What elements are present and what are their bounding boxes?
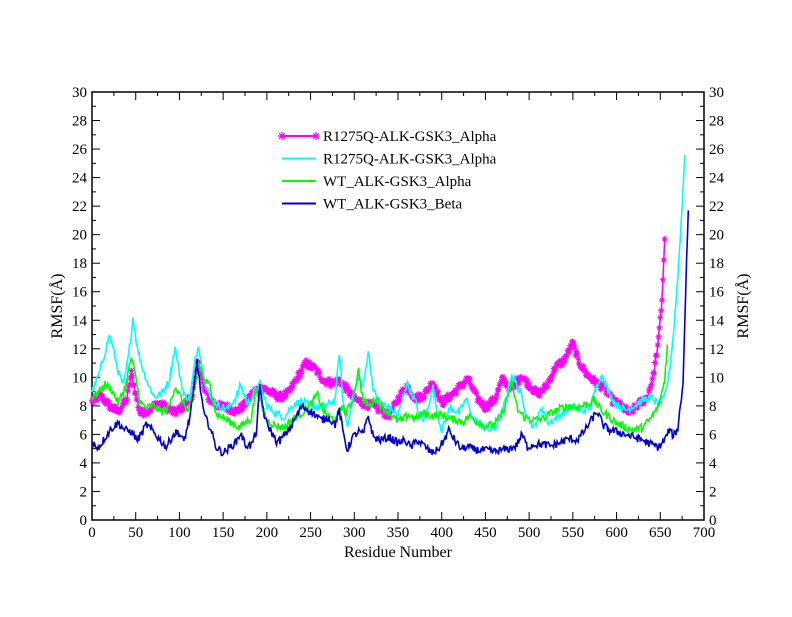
legend-item: R1275Q-ALK-GSK3_Alpha xyxy=(282,152,497,168)
y-tick-label: 6 xyxy=(80,427,88,443)
x-tick-label: 150 xyxy=(212,525,235,541)
y-tick-label: 30 xyxy=(72,85,87,101)
y-tick-label: 26 xyxy=(72,142,88,158)
y-tick-label: 22 xyxy=(72,199,87,215)
y-tick-label-right: 12 xyxy=(709,342,724,358)
y-tick-label-right: 22 xyxy=(709,199,724,215)
x-tick-label: 600 xyxy=(605,525,628,541)
y-axis-title: RMSF(Å) xyxy=(48,274,66,339)
x-tick-label: 50 xyxy=(128,525,143,541)
series-layer xyxy=(89,154,690,457)
axis-ticks: 0 50 100 150 200 250 300 350 400 450 500 550 600 650 7… xyxy=(72,85,725,541)
y-tick-label: 8 xyxy=(80,399,88,415)
y-tick-label: 20 xyxy=(72,228,87,244)
y-tick-label-right: 2 xyxy=(709,484,717,500)
x-tick-label: 0 xyxy=(88,525,96,541)
series-markers xyxy=(89,235,668,421)
y-tick-label-right: 14 xyxy=(709,313,725,329)
legend-item: WT_ALK-GSK3_Beta xyxy=(282,197,462,213)
legend: R1275Q-ALK-GSK3_Alpha R1275Q-ALK-GSK3_Alp… xyxy=(278,129,497,213)
x-tick-label: 250 xyxy=(299,525,322,541)
x-tick-label: 500 xyxy=(518,525,541,541)
legend-item: WT_ALK-GSK3_Alpha xyxy=(282,174,472,190)
x-tick-label: 550 xyxy=(562,525,585,541)
x-tick-label: 650 xyxy=(649,525,672,541)
legend-label: WT_ALK-GSK3_Beta xyxy=(323,197,462,213)
legend-label: R1275Q-ALK-GSK3_Alpha xyxy=(323,152,497,168)
y-tick-label-right: 4 xyxy=(709,456,717,472)
y-tick-label: 28 xyxy=(72,114,87,130)
y-tick-label-right: 24 xyxy=(709,171,725,187)
y-tick-label: 24 xyxy=(72,171,88,187)
series-line xyxy=(91,210,690,457)
y-tick-label-right: 28 xyxy=(709,114,724,130)
series-line xyxy=(91,238,666,421)
y-tick-label: 4 xyxy=(80,456,88,472)
x-tick-label: 400 xyxy=(430,525,453,541)
y-tick-label: 2 xyxy=(80,484,88,500)
legend-item: R1275Q-ALK-GSK3_Alpha xyxy=(278,129,497,145)
x-tick-label: 350 xyxy=(387,525,410,541)
x-tick-label: 200 xyxy=(256,525,279,541)
x-tick-label: 100 xyxy=(168,525,191,541)
x-tick-label: 450 xyxy=(474,525,497,541)
x-tick-label: 700 xyxy=(693,525,716,541)
y-tick-label-right: 16 xyxy=(709,285,725,301)
y-tick-label-right: 6 xyxy=(709,427,717,443)
y-tick-label-right: 0 xyxy=(709,513,717,529)
y-tick-label-right: 8 xyxy=(709,399,717,415)
x-axis-title: Residue Number xyxy=(344,544,453,561)
legend-label: WT_ALK-GSK3_Alpha xyxy=(323,174,472,190)
y-tick-label-right: 30 xyxy=(709,85,724,101)
y-tick-label-right: 18 xyxy=(709,256,724,272)
y-tick-label: 0 xyxy=(80,513,88,529)
y-tick-label-right: 26 xyxy=(709,142,725,158)
y-axis-title-right: RMSF(Å) xyxy=(734,274,752,339)
y-tick-label-right: 10 xyxy=(709,370,724,386)
series-line xyxy=(91,344,669,436)
x-tick-label: 300 xyxy=(343,525,366,541)
series-3 xyxy=(91,344,669,436)
y-tick-label: 10 xyxy=(72,370,87,386)
series-4 xyxy=(91,210,690,457)
y-tick-label: 14 xyxy=(72,313,88,329)
y-tick-label: 12 xyxy=(72,342,87,358)
y-tick-label: 16 xyxy=(72,285,88,301)
y-tick-label-right: 20 xyxy=(709,228,724,244)
legend-label: R1275Q-ALK-GSK3_Alpha xyxy=(323,129,497,145)
y-tick-label: 18 xyxy=(72,256,87,272)
legend-marker xyxy=(278,132,320,140)
series-1 xyxy=(89,235,668,421)
